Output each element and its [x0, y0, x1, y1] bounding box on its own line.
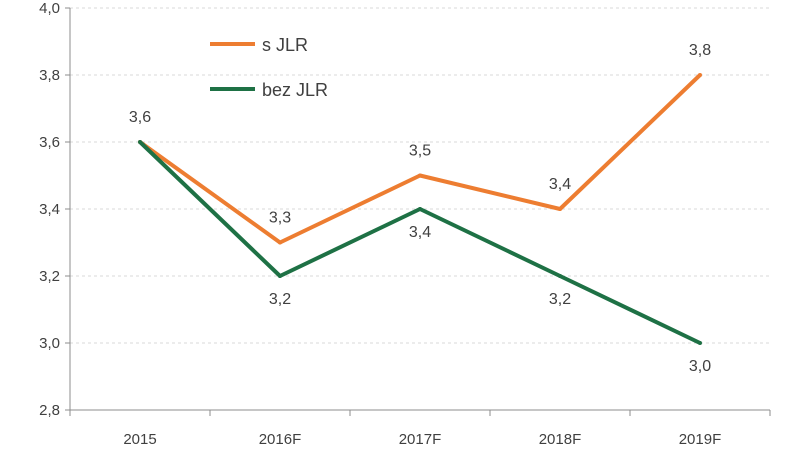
y-tick-label: 3,6 — [39, 134, 60, 151]
data-point — [558, 207, 562, 211]
data-label: 3,6 — [129, 109, 151, 126]
data-point — [698, 73, 702, 77]
y-tick-label: 3,8 — [39, 67, 60, 84]
data-point — [418, 173, 422, 178]
data-point — [558, 274, 562, 278]
data-label: 3,5 — [409, 143, 431, 160]
x-tick-label: 2017F — [399, 431, 442, 448]
y-tick-label: 3,4 — [39, 201, 60, 218]
data-labels: 3,6 3,3 3,5 3,4 3,8 3,2 3,4 3,2 3,0 — [129, 42, 711, 375]
x-tick-label: 2016F — [259, 431, 302, 448]
legend: s JLR bez JLR — [210, 35, 328, 100]
y-tick-label: 3,0 — [39, 335, 60, 352]
data-label: 3,2 — [269, 291, 291, 308]
data-point — [698, 341, 702, 345]
data-point — [278, 240, 282, 245]
y-tick-label: 2,8 — [39, 402, 60, 419]
data-point — [138, 140, 142, 144]
series-line-1 — [138, 140, 701, 345]
data-label: 3,4 — [549, 176, 571, 193]
series-lines — [138, 73, 702, 345]
y-tick-label: 3,2 — [39, 268, 60, 285]
axes: 2,8 3,0 3,2 3,4 3,6 3,8 4,0 2015 2016F 2017F 2018F… — [39, 0, 771, 448]
y-tick-label: 4,0 — [39, 0, 60, 17]
x-tick-label: 2019F — [679, 431, 722, 448]
data-label: 3,8 — [689, 42, 711, 59]
legend-label: s JLR — [262, 35, 308, 55]
data-point — [418, 207, 422, 211]
legend-label: bez JLR — [262, 80, 328, 100]
data-label: 3,3 — [269, 210, 291, 227]
data-label: 3,0 — [689, 358, 711, 375]
data-label: 3,4 — [409, 224, 431, 241]
x-tick-label: 2018F — [539, 431, 582, 448]
data-label: 3,2 — [549, 291, 571, 308]
data-point — [278, 274, 282, 278]
x-tick-label: 2015 — [123, 431, 156, 448]
